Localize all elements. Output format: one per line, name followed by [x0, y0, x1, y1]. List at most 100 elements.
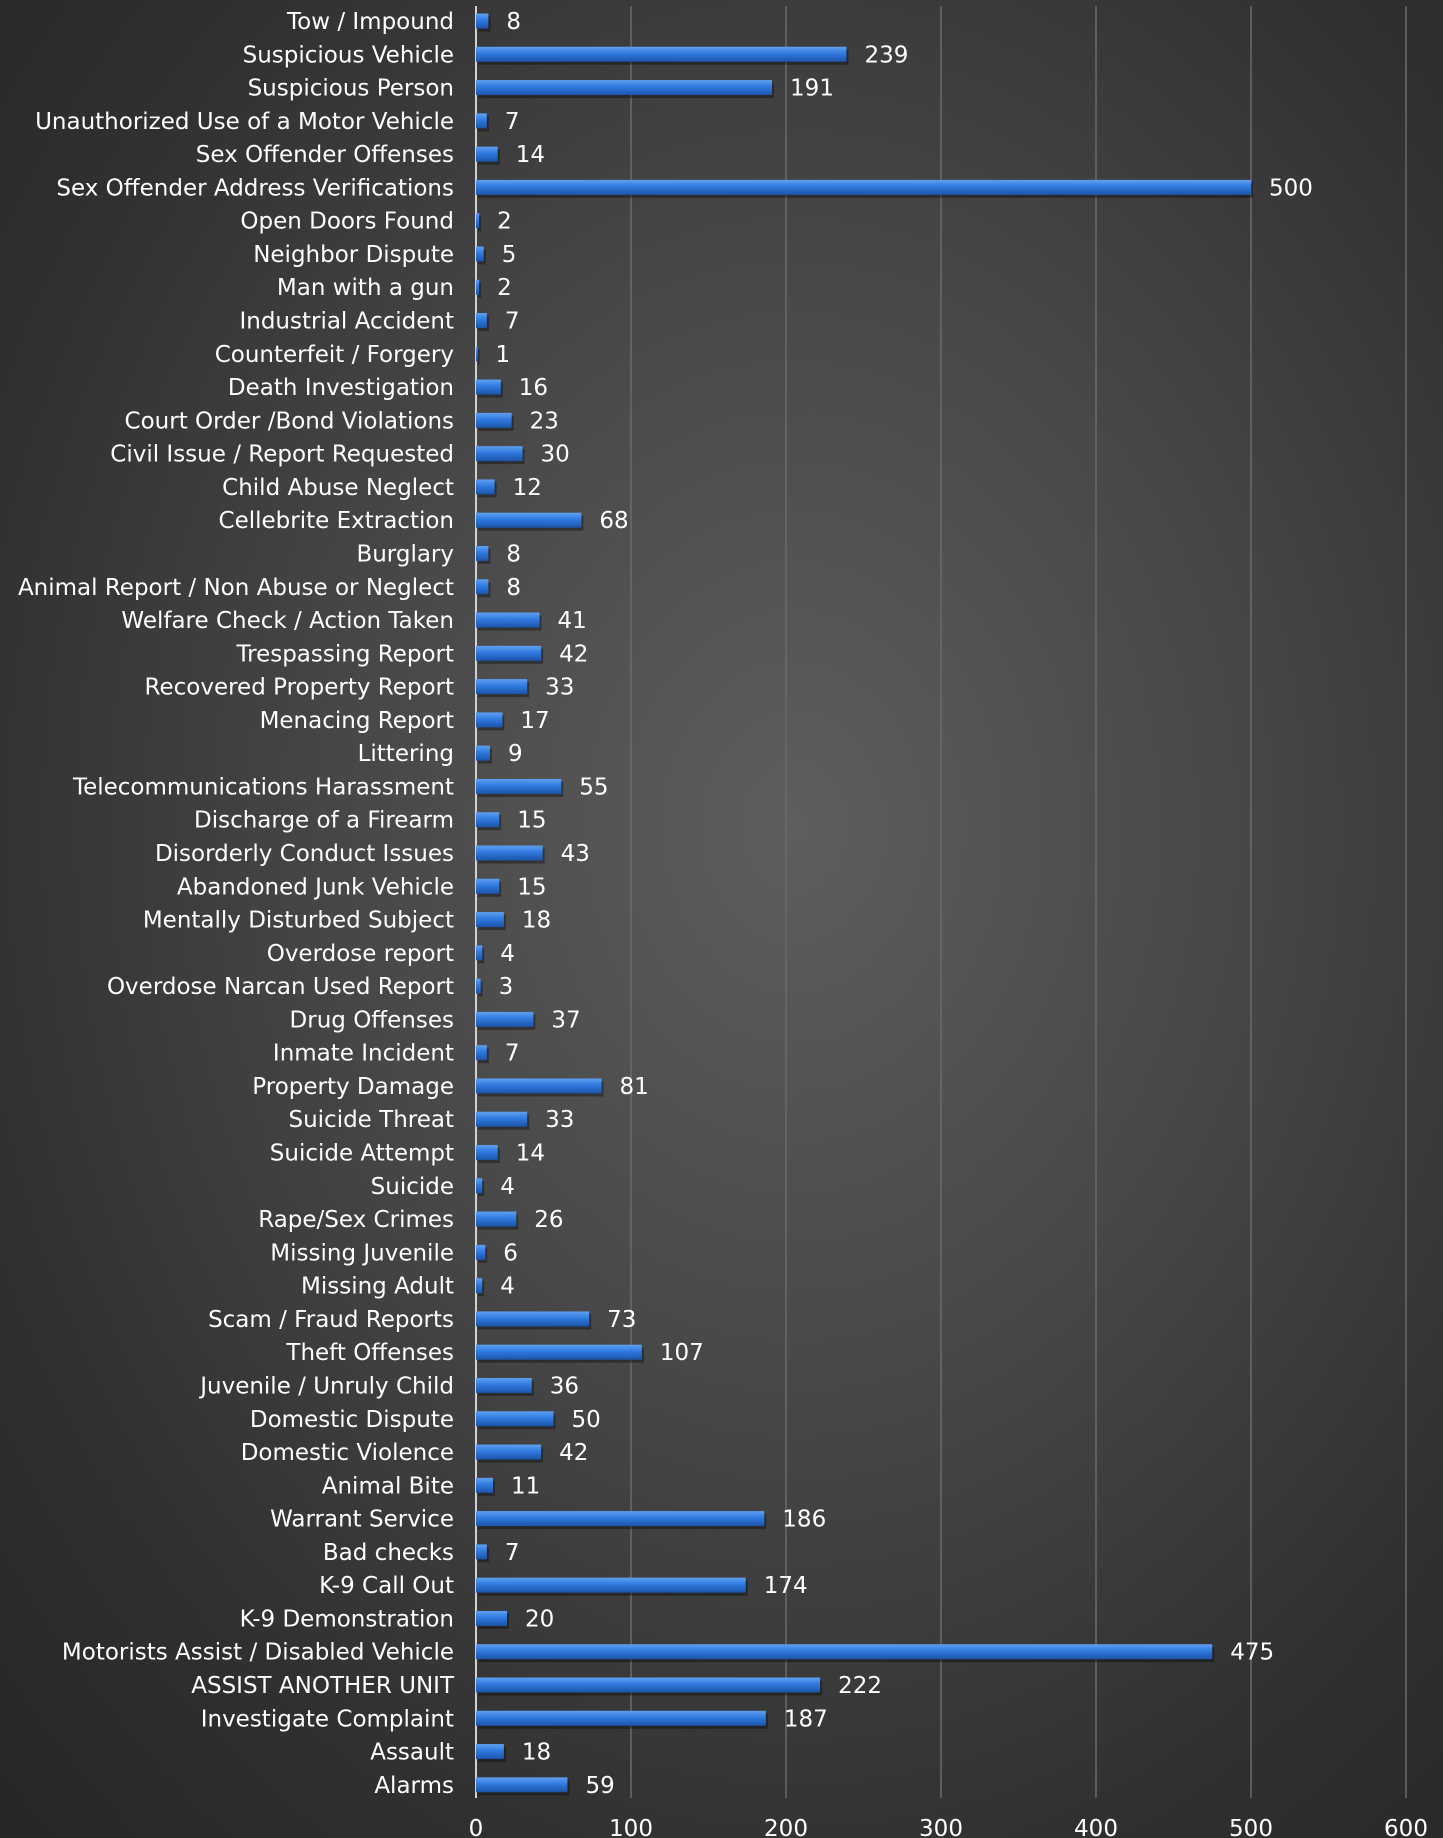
data-label: 3: [499, 974, 514, 1000]
bar: [476, 1444, 542, 1460]
data-label: 7: [505, 309, 520, 335]
bar: [476, 645, 542, 661]
data-label: 16: [519, 375, 548, 401]
bar: [476, 1278, 483, 1294]
bar: [476, 512, 582, 528]
bar: [476, 1311, 590, 1327]
category-label: Open Doors Found: [240, 209, 454, 235]
category-label: Rape/Sex Crimes: [258, 1207, 454, 1233]
bar: [476, 1211, 517, 1227]
data-label: 20: [525, 1606, 554, 1632]
data-label: 14: [516, 142, 545, 168]
category-label: Missing Juvenile: [270, 1240, 454, 1266]
data-label: 11: [511, 1473, 540, 1499]
bar: [476, 1377, 532, 1393]
x-tick-label: 500: [1229, 1816, 1273, 1838]
data-label: 186: [782, 1507, 826, 1533]
category-label: Domestic Violence: [241, 1440, 454, 1466]
data-label: 30: [541, 442, 570, 468]
category-label: Man with a gun: [277, 275, 454, 301]
category-label: Cellebrite Extraction: [219, 508, 454, 534]
category-label: Death Investigation: [228, 375, 454, 401]
bar: [476, 1344, 642, 1360]
bar: [476, 1710, 766, 1726]
data-label: 1: [496, 342, 511, 368]
bar-shadow: [478, 216, 482, 232]
x-tick-label: 300: [919, 1816, 963, 1838]
data-label: 73: [607, 1307, 636, 1333]
x-tick-label: 0: [469, 1816, 484, 1838]
data-label: 18: [522, 1740, 551, 1766]
data-label: 41: [558, 608, 587, 634]
data-label: 68: [599, 508, 628, 534]
bar: [476, 1011, 534, 1027]
category-label: Drug Offenses: [290, 1007, 454, 1033]
data-label: 500: [1269, 175, 1313, 201]
data-label: 43: [561, 841, 590, 867]
data-label: 239: [864, 42, 908, 68]
data-label: 6: [503, 1240, 518, 1266]
data-label: 4: [500, 1274, 515, 1300]
category-label: Court Order /Bond Violations: [125, 408, 454, 434]
data-label: 15: [517, 874, 546, 900]
category-label: Investigate Complaint: [201, 1706, 454, 1732]
category-label: Unauthorized Use of a Motor Vehicle: [35, 109, 454, 135]
category-label: Welfare Check / Action Taken: [121, 608, 454, 634]
category-label: Overdose Narcan Used Report: [107, 974, 454, 1000]
bar: [476, 1511, 765, 1527]
bar: [476, 1045, 487, 1061]
data-label: 8: [506, 541, 521, 567]
bar: [476, 545, 489, 561]
category-label: Mentally Disturbed Subject: [143, 908, 454, 934]
data-label: 59: [585, 1773, 614, 1799]
category-label: K-9 Demonstration: [240, 1606, 454, 1632]
data-label: 50: [572, 1407, 601, 1433]
category-label: Counterfeit / Forgery: [215, 342, 454, 368]
bar: [476, 446, 523, 462]
data-label: 9: [508, 741, 523, 767]
bar: [476, 113, 487, 129]
bar: [476, 978, 481, 994]
category-label: Child Abuse Neglect: [222, 475, 454, 501]
data-label: 42: [559, 641, 588, 667]
bar: [476, 912, 504, 928]
category-label: K-9 Call Out: [319, 1573, 454, 1599]
category-label: Animal Bite: [322, 1473, 454, 1499]
bar: [476, 1610, 507, 1626]
bar: [476, 179, 1251, 195]
category-label: Abandoned Junk Vehicle: [177, 874, 454, 900]
category-label: Suicide: [371, 1174, 454, 1200]
category-label: Property Damage: [252, 1074, 454, 1100]
data-label: 81: [620, 1074, 649, 1100]
bar: [476, 313, 487, 329]
data-label: 174: [764, 1573, 808, 1599]
data-label: 2: [497, 275, 512, 301]
category-label: Telecommunications Harassment: [72, 774, 454, 800]
bar: [476, 1145, 498, 1161]
data-label: 33: [545, 675, 574, 701]
category-label: Littering: [358, 741, 454, 767]
gridlines: [475, 6, 1407, 1798]
category-label: Suspicious Vehicle: [243, 42, 454, 68]
bar: [476, 1178, 483, 1194]
bar-shadow: [478, 282, 482, 298]
bar: [476, 945, 483, 961]
x-tick-label: 400: [1074, 1816, 1118, 1838]
bar: [476, 845, 543, 861]
category-label: Theft Offenses: [285, 1340, 454, 1366]
data-label: 55: [579, 774, 608, 800]
x-tick-label: 100: [609, 1816, 653, 1838]
bar: [476, 479, 495, 495]
bar: [476, 1244, 486, 1260]
x-tick-label: 200: [764, 1816, 808, 1838]
bar: [476, 712, 503, 728]
data-label: 18: [522, 908, 551, 934]
bar: [476, 346, 478, 362]
category-label: Suspicious Person: [248, 76, 454, 102]
bar: [476, 46, 847, 62]
data-labels: 8239191714500252711623301268884142331795…: [496, 9, 1313, 1799]
bar: [476, 612, 540, 628]
data-label: 7: [505, 109, 520, 135]
